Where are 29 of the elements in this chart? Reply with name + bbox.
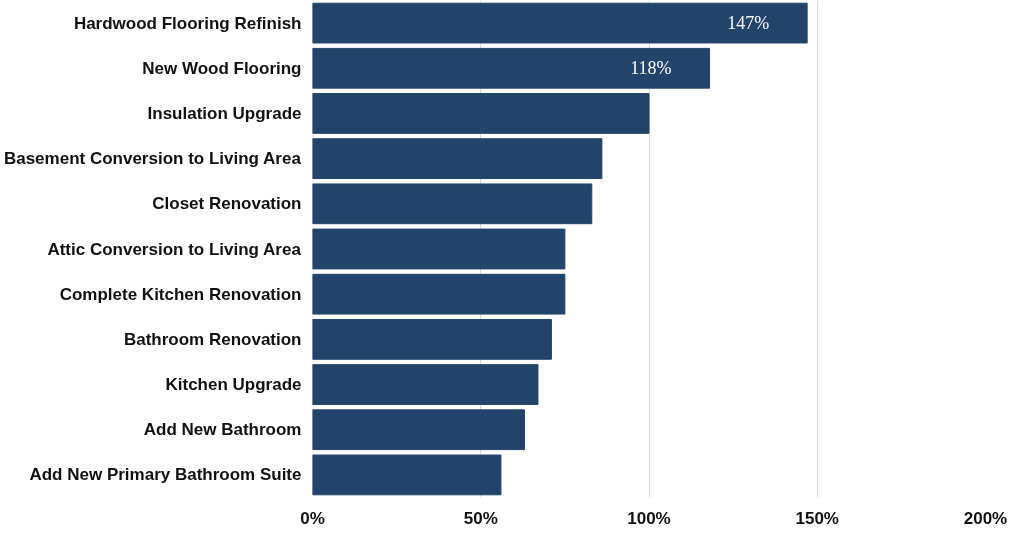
y-tick-label: Insulation Upgrade xyxy=(147,103,302,123)
y-tick-label: Basement Conversion to Living Area xyxy=(3,149,302,169)
data-label: 147% xyxy=(727,13,770,34)
x-tick-label: 150% xyxy=(795,508,839,528)
bar xyxy=(312,93,650,134)
x-tick-label: 50% xyxy=(463,508,498,528)
x-tick-label: 200% xyxy=(963,508,1008,528)
y-tick-label: Bathroom Renovation xyxy=(123,329,302,349)
y-tick-label: Complete Kitchen Renovation xyxy=(59,284,302,304)
bar xyxy=(312,2,808,44)
bar xyxy=(312,138,603,180)
bar xyxy=(312,183,593,225)
x-tick-label: 100% xyxy=(627,508,671,528)
y-tick-label: Attic Conversion to Living Area xyxy=(47,239,302,259)
bar xyxy=(312,318,552,360)
bar xyxy=(312,409,525,451)
y-tick-label: Add New Primary Bathroom Suite xyxy=(29,465,302,485)
bar xyxy=(312,364,539,405)
y-tick-label: New Wood Flooring xyxy=(142,58,302,78)
y-tick-label: Add New Bathroom xyxy=(143,420,302,440)
bar xyxy=(312,47,711,89)
y-tick-label: Kitchen Upgrade xyxy=(165,375,302,395)
bar xyxy=(312,273,566,315)
x-tick-label: 0% xyxy=(300,508,325,528)
bar xyxy=(312,228,566,270)
bar xyxy=(312,454,502,496)
y-tick-label: Closet Renovation xyxy=(152,194,302,214)
data-label: 118% xyxy=(630,58,672,79)
y-tick-label: Hardwood Flooring Refinish xyxy=(73,13,302,33)
